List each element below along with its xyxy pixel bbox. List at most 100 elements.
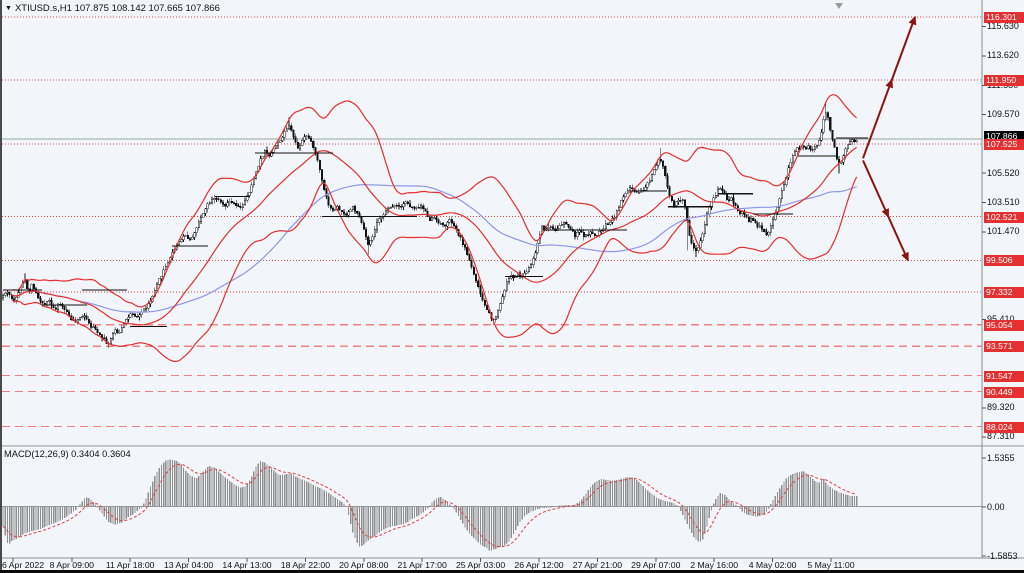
candle-body (109, 338, 112, 344)
candle-body (85, 315, 88, 320)
candle-body (826, 112, 830, 118)
candle-body (481, 293, 484, 301)
candle-body (261, 156, 264, 159)
candle-body (466, 246, 469, 256)
candle-body (474, 273, 478, 282)
candle-body (637, 191, 640, 194)
forecast-arrow-segment[interactable] (862, 160, 890, 218)
forecast-arrow-segment[interactable] (862, 78, 893, 159)
candle-body (250, 184, 253, 193)
candle-body (701, 233, 704, 242)
candle-body (380, 217, 383, 220)
candle-body (584, 234, 588, 238)
candle-body (558, 224, 561, 230)
band-middle-line (11, 146, 857, 326)
macd-axis-label: 0.00 (987, 501, 1005, 512)
candle-body (644, 187, 647, 191)
candle-body (576, 232, 579, 238)
candle-body (283, 130, 286, 138)
candle-body (725, 193, 728, 201)
candle-body (609, 222, 612, 225)
candle-body (206, 203, 209, 210)
candle-body (94, 326, 97, 330)
candle-body (340, 210, 343, 212)
candle-body (494, 316, 497, 321)
time-axis-label: 11 Apr 18:00 (105, 560, 155, 570)
candle-body (197, 221, 200, 228)
candle-body (331, 208, 335, 211)
symbol-info-text: XTIUSD.s,H1 107.875 108.142 107.665 107.… (14, 3, 220, 14)
analysis-segments[interactable] (3, 137, 868, 327)
candle-body (248, 191, 251, 196)
candle-body (433, 217, 436, 219)
candle-body (188, 238, 192, 240)
candle-body (120, 327, 123, 333)
forecast-arrow-segment[interactable] (890, 15, 917, 81)
candle-body (217, 198, 220, 201)
candle-body (573, 230, 577, 238)
candle-body (439, 223, 442, 225)
candle-body (272, 148, 275, 153)
time-axis-label: 4 May 02:00 (748, 560, 797, 570)
candle-body (496, 310, 500, 317)
candle-body (666, 175, 669, 187)
candle-body (402, 203, 405, 208)
candle-body (694, 247, 698, 252)
candle-body (182, 235, 185, 240)
candle-body (397, 205, 401, 207)
candle-body (690, 235, 693, 244)
candle-body (144, 307, 148, 310)
candle-body (186, 234, 189, 239)
candle-body (63, 305, 66, 310)
candle-body (265, 149, 269, 154)
candle-body (369, 240, 372, 245)
candle-body (697, 247, 700, 252)
price-axis-label: 105.520 (987, 167, 1020, 178)
symbol-dropdown-icon[interactable]: ▼ (5, 5, 12, 12)
candle-body (12, 298, 16, 301)
candle-body (347, 211, 350, 216)
time-axis-label: 26 Apr 12:00 (514, 560, 564, 570)
candle-body (435, 217, 438, 221)
candle-body (327, 196, 330, 206)
candle-body (477, 280, 480, 287)
candle-body (239, 206, 242, 209)
candle-body (820, 131, 823, 141)
candle-body (334, 209, 337, 211)
candle-body (312, 140, 315, 149)
candle-body (782, 184, 786, 191)
forecast-arrow-segment[interactable] (887, 216, 909, 262)
candle-body (428, 216, 431, 222)
candle-body (712, 197, 715, 202)
candle-body (789, 161, 792, 169)
candle-body (529, 264, 533, 268)
candle-body (237, 205, 240, 208)
price-level-tag: 111.950 (984, 75, 1024, 87)
candle-body (716, 189, 720, 196)
macd-panel[interactable] (2, 459, 982, 551)
candle-body (301, 140, 304, 146)
forecast-arrows[interactable] (862, 15, 917, 262)
time-axis-label: 18 Apr 22:00 (280, 560, 331, 570)
candle-body (118, 331, 121, 334)
candle-body (320, 169, 324, 181)
candle-body (565, 222, 568, 225)
candle-body (437, 219, 440, 224)
candle-body (758, 225, 761, 228)
candle-body (752, 218, 755, 221)
candle-body (672, 200, 676, 206)
time-axis-label: 13 Apr 04:00 (163, 560, 214, 570)
candle-body (831, 130, 834, 140)
candle-body (136, 316, 139, 318)
candle-body (116, 329, 119, 333)
candle-body (448, 218, 451, 223)
candle-body (37, 292, 40, 299)
candle-body (452, 223, 456, 226)
chart-shift-marker-icon[interactable] (835, 3, 843, 9)
candle-body (560, 223, 563, 226)
candle-body (532, 258, 535, 265)
candle-body (708, 206, 711, 214)
price-axis-label: 115.630 (987, 21, 1019, 32)
candle-body (406, 201, 409, 205)
